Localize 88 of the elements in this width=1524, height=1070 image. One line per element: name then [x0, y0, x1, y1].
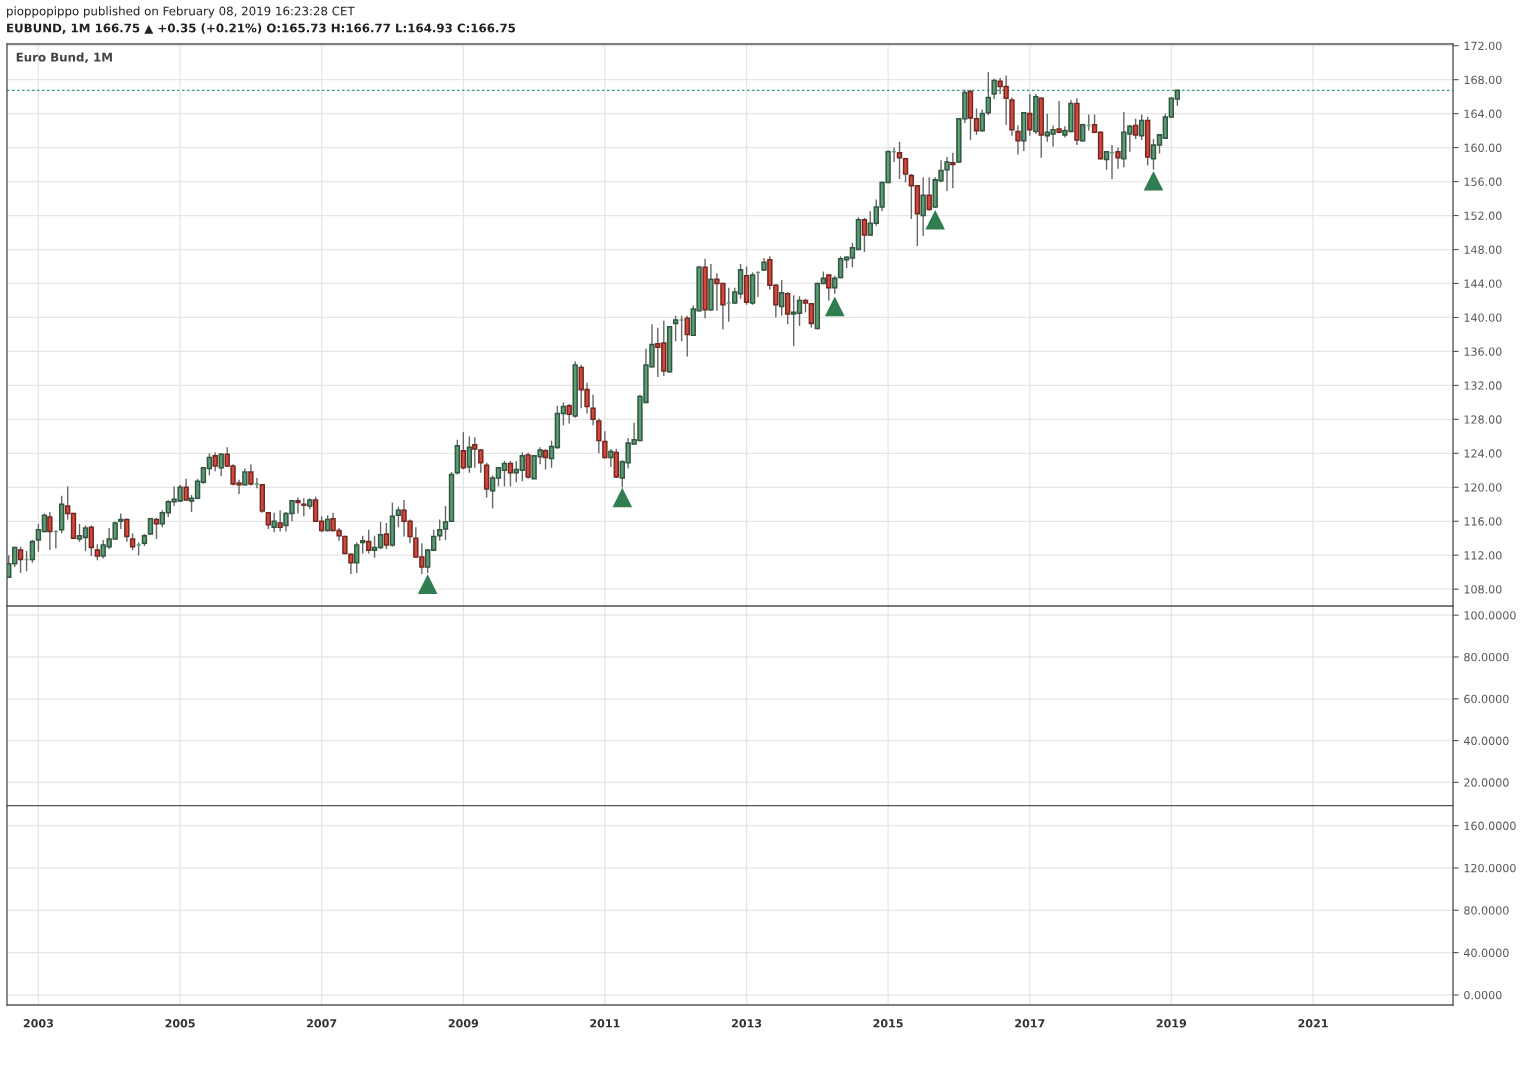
y-tick-label: 20.0000 — [1464, 778, 1509, 787]
y-tick-label: 164.00 — [1464, 109, 1502, 119]
candlestick — [920, 176, 926, 237]
candlestick — [271, 512, 277, 533]
candlestick — [1132, 118, 1139, 140]
candlestick — [566, 403, 572, 425]
y-tick-label: 120.0000 — [1464, 863, 1516, 873]
candlestick — [383, 522, 390, 550]
candlestick — [1027, 93, 1033, 137]
x-tick-label: 2011 — [590, 1019, 620, 1028]
candlestick — [17, 546, 24, 574]
y-tick-label: 156.00 — [1464, 177, 1502, 186]
y-tick-label: 172.00 — [1464, 41, 1502, 51]
candlestick — [248, 463, 254, 487]
y-tick-label: 60.0000 — [1464, 694, 1509, 704]
candlestick — [596, 417, 602, 455]
y-tick-label: 148.00 — [1464, 245, 1502, 254]
candlestick — [944, 156, 950, 192]
candlestick — [483, 461, 490, 499]
candlestick — [212, 451, 218, 472]
y-tick-label: 152.00 — [1464, 211, 1502, 220]
point — [417, 574, 438, 594]
candlestick — [277, 509, 283, 533]
y-tick-label: 132.00 — [1464, 381, 1502, 390]
candlestick — [861, 217, 868, 253]
y-tick-label: 108.00 — [1464, 585, 1502, 594]
candlestick — [47, 511, 53, 551]
y-tick-label: 136.00 — [1464, 347, 1502, 356]
y-tick-label: 140.00 — [1464, 313, 1502, 322]
x-tick-label: 2017 — [1015, 1019, 1045, 1028]
y-tick-label: 120.00 — [1464, 483, 1502, 492]
candlestick — [826, 273, 832, 302]
y-tick-label: 124.00 — [1464, 449, 1502, 458]
y-tick-label: 40.0000 — [1463, 948, 1509, 957]
y-tick-label: 160.00 — [1464, 143, 1502, 152]
candlestick — [29, 539, 36, 564]
candlestick — [778, 279, 785, 317]
candlestick — [590, 394, 596, 426]
x-tick-label: 2009 — [448, 1019, 479, 1028]
x-tick-label: 2019 — [1156, 1019, 1187, 1028]
candlestick — [1015, 124, 1021, 156]
point — [925, 209, 946, 230]
candlestick — [684, 315, 690, 358]
candlestick — [1115, 146, 1121, 170]
y-tick-label: 168.00 — [1464, 75, 1502, 85]
x-tick-label: 2007 — [307, 1019, 337, 1028]
candlestick — [354, 541, 360, 574]
point — [824, 296, 845, 317]
point — [1143, 170, 1164, 191]
x-tick-label: 2021 — [1298, 1019, 1328, 1028]
candlestick — [950, 152, 956, 190]
candlestick — [183, 478, 189, 502]
candlestick — [784, 291, 791, 325]
candlestick — [460, 431, 467, 471]
candlestick — [542, 448, 549, 471]
candlestick — [926, 176, 932, 212]
candlestick — [1103, 150, 1110, 171]
candlestick — [466, 435, 473, 474]
candlestick — [1056, 100, 1062, 134]
y-tick-label: 80.0000 — [1464, 652, 1509, 662]
candlestick — [153, 517, 160, 540]
candlestick — [366, 529, 372, 555]
y-tick-label: 128.00 — [1464, 415, 1502, 424]
candlestick — [525, 451, 531, 480]
x-tick-label: 2013 — [731, 1019, 762, 1028]
candlestick — [602, 430, 608, 460]
candlestick — [1138, 113, 1145, 141]
x-tick-label: 2015 — [873, 1019, 903, 1028]
y-tick-label: 112.00 — [1464, 551, 1502, 560]
text: EUBUND, 1M 166.75 ▲ +0.35 (+0.21%) O:165.73 H:166.77 L:164.93 C:166.75 — [7, 23, 516, 34]
y-tick-label: 144.00 — [1464, 279, 1502, 288]
y-tick-label: 116.00 — [1464, 517, 1502, 526]
candlestick — [218, 452, 224, 477]
y-tick-label: 100.0000 — [1464, 611, 1516, 620]
y-tick-label: 40.0000 — [1463, 736, 1509, 745]
candlestick — [295, 496, 301, 515]
candlestick — [507, 460, 514, 488]
text: pioppopippo published on February 08, 2019 16:23:28 CET — [7, 6, 355, 18]
candlestick — [991, 78, 997, 100]
candlestick — [672, 315, 679, 342]
y-tick-label: 160.0000 — [1464, 821, 1516, 830]
x-tick-label: 2005 — [165, 1019, 195, 1028]
point — [612, 487, 633, 508]
y-tick-label: 0.0000 — [1464, 990, 1502, 1000]
candlestick — [88, 524, 95, 557]
y-tick-label: 80.0000 — [1464, 906, 1509, 915]
x-tick-label: 2003 — [23, 1019, 53, 1028]
text: Euro Bund, 1M — [16, 52, 112, 64]
